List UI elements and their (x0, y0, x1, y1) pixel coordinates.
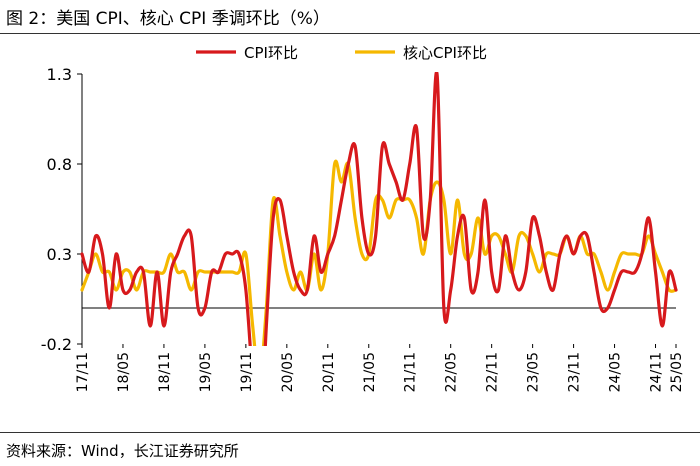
line-chart: CPI环比 核心CPI环比 -0.2 0.3 0.8 1.3 17/11 18/05 18/… (41, 44, 685, 392)
x-axis: 17/11 18/05 18/11 19/05 19/11 20/05 20/11 21/05… (75, 307, 685, 392)
x-tick-label: 20/11 (321, 352, 337, 392)
source-bar: 资料来源：Wind，长江证券研究所 (0, 432, 700, 466)
x-tick-label: 21/05 (362, 352, 378, 392)
chart-title: 图 2：美国 CPI、核心 CPI 季调环比（%） (6, 9, 330, 29)
y-axis: -0.2 0.3 0.8 1.3 (41, 65, 83, 354)
x-tick-label: 19/11 (239, 352, 255, 392)
x-tick-label: 23/05 (526, 352, 542, 392)
x-tick-label: 19/05 (198, 352, 214, 392)
source-note: 资料来源：Wind，长江证券研究所 (6, 442, 239, 460)
x-tick-label: 25/05 (669, 352, 685, 392)
y-tick-label: 1.3 (47, 65, 72, 84)
x-tick-label: 24/05 (608, 352, 624, 392)
x-tick-label: 22/05 (444, 352, 460, 392)
y-tick-label: -0.2 (41, 335, 72, 354)
x-tick-label: 18/05 (116, 352, 132, 392)
x-tick-label: 20/05 (280, 352, 296, 392)
x-tick-label: 21/11 (403, 352, 419, 392)
x-tick-label: 17/11 (75, 352, 91, 392)
x-tick-label: 24/11 (649, 352, 665, 392)
series-layer (80, 72, 678, 346)
x-tick-label: 23/11 (567, 352, 583, 392)
series-line-cpi (80, 72, 678, 346)
legend: CPI环比 核心CPI环比 (196, 44, 487, 62)
legend-label: 核心CPI环比 (403, 44, 487, 62)
x-tick-label: 22/11 (485, 352, 501, 392)
x-tick-label: 18/11 (157, 352, 173, 392)
y-tick-label: 0.8 (47, 155, 72, 174)
y-tick-label: 0.3 (47, 245, 72, 264)
title-bar: 图 2：美国 CPI、核心 CPI 季调环比（%） (0, 0, 700, 34)
legend-label: CPI环比 (244, 44, 298, 62)
